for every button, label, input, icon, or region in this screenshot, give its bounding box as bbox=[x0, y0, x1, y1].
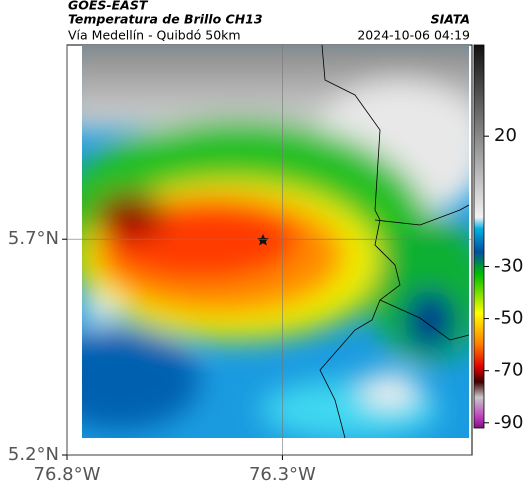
location-marker bbox=[257, 234, 269, 246]
lat-tick-label: 5.2°N bbox=[8, 444, 59, 465]
colorbar bbox=[473, 44, 485, 429]
border bbox=[374, 204, 470, 226]
region: Vía Medellín - Quibdó 50km bbox=[68, 28, 241, 43]
colorbar-tick-label: -70 bbox=[494, 360, 523, 381]
lat-tick-label: 5.7°N bbox=[8, 228, 59, 249]
subtitle: Temperatura de Brillo CH13 bbox=[68, 12, 263, 27]
satellite-image bbox=[82, 45, 469, 438]
colorbar-tick-label: -50 bbox=[494, 308, 523, 329]
source: SIATA bbox=[431, 12, 470, 27]
border bbox=[319, 44, 401, 439]
lon-tick-label: 76.8°W bbox=[34, 464, 101, 485]
lon-tick-label: 76.3°W bbox=[249, 464, 316, 485]
title: GOES-EAST bbox=[68, 0, 149, 13]
colorbar-tick-label: 20 bbox=[494, 125, 517, 146]
border bbox=[379, 299, 470, 341]
datetime: 2024-10-06 04:19 bbox=[357, 28, 470, 43]
colorbar-tick-label: -30 bbox=[494, 255, 523, 276]
colorbar-tick-label: -90 bbox=[494, 412, 523, 433]
